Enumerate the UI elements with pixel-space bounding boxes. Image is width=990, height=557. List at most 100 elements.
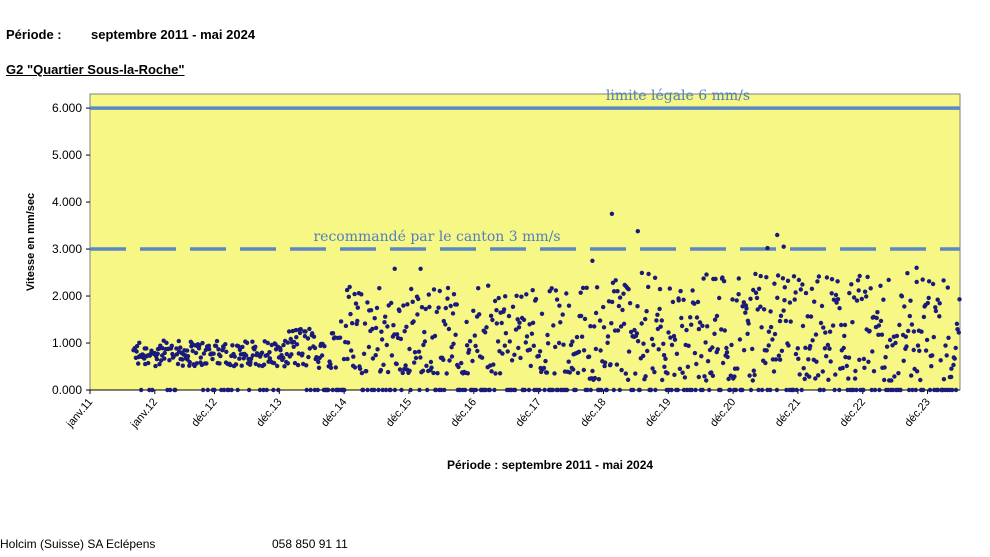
data-point: [590, 258, 595, 263]
data-point: [545, 332, 550, 338]
data-point: [812, 299, 817, 304]
data-point: [620, 307, 625, 313]
data-point: [206, 343, 212, 348]
data-point: [594, 285, 600, 290]
data-point: [878, 283, 883, 288]
data-point: [919, 329, 924, 334]
data-point: [521, 317, 527, 322]
data-point: [902, 304, 907, 309]
data-point: [660, 377, 665, 383]
data-point: [911, 329, 917, 334]
data-point: [267, 356, 273, 361]
data-point: [495, 339, 501, 344]
data-point: [244, 340, 250, 345]
data-point: [364, 369, 369, 374]
data-point: [605, 340, 610, 345]
data-point: [265, 340, 270, 346]
data-point: [528, 363, 533, 369]
data-point: [502, 343, 507, 348]
data-point: [953, 387, 959, 393]
data-point: [418, 355, 423, 360]
data-point: [674, 351, 680, 356]
data-point: [303, 329, 308, 334]
data-point: [473, 343, 478, 349]
data-point: [557, 303, 562, 308]
data-point: [250, 353, 255, 358]
data-point: [467, 339, 473, 344]
data-point: [229, 387, 234, 393]
data-point: [686, 343, 691, 348]
data-point: [384, 342, 389, 348]
data-point: [941, 278, 946, 283]
data-point: [173, 387, 178, 393]
data-point: [946, 335, 951, 340]
data-point: [857, 357, 862, 362]
data-point: [921, 387, 926, 393]
data-point: [472, 333, 477, 338]
data-point: [681, 297, 686, 302]
data-point: [926, 295, 931, 301]
data-point: [896, 371, 901, 376]
data-point: [405, 302, 410, 307]
data-point: [487, 387, 492, 393]
data-point: [211, 351, 216, 356]
data-point: [825, 342, 831, 348]
data-point: [827, 329, 833, 334]
data-point: [377, 286, 382, 291]
reference-line-label: recommandé par le canton 3 mm/s: [313, 229, 560, 245]
data-point: [350, 321, 355, 326]
data-point: [791, 274, 797, 279]
data-point: [780, 276, 786, 281]
data-point: [736, 292, 741, 297]
data-point: [702, 374, 707, 379]
data-point: [359, 370, 365, 376]
data-point: [905, 271, 910, 276]
data-point: [663, 356, 668, 361]
data-point: [221, 345, 226, 350]
x-tick-label: déc.19: [643, 396, 673, 429]
data-point: [443, 305, 448, 311]
data-point: [735, 366, 740, 371]
data-point: [892, 374, 897, 379]
data-point: [400, 370, 405, 376]
x-tick-label: déc.23: [902, 396, 932, 429]
data-point: [643, 316, 648, 322]
data-point: [585, 387, 590, 393]
data-point: [137, 340, 142, 345]
data-point: [517, 320, 522, 325]
data-point: [464, 343, 470, 348]
data-point: [669, 387, 674, 393]
data-point: [449, 354, 455, 359]
data-point: [701, 276, 706, 281]
data-point: [221, 387, 227, 393]
data-point: [176, 338, 181, 344]
data-point: [803, 290, 809, 296]
data-point: [821, 325, 826, 330]
data-point: [271, 387, 276, 393]
data-point: [167, 358, 172, 363]
data-point: [791, 387, 796, 393]
data-point: [200, 340, 205, 346]
data-point: [750, 346, 755, 352]
y-tick-label: 6.000: [52, 101, 82, 115]
data-point: [150, 387, 155, 393]
data-point: [878, 318, 884, 324]
data-point: [835, 297, 841, 302]
data-point: [672, 372, 677, 377]
data-point: [830, 323, 836, 328]
data-point: [602, 363, 607, 369]
data-point: [194, 361, 199, 366]
data-point: [729, 342, 734, 348]
data-point: [884, 344, 890, 349]
data-point: [537, 387, 542, 393]
data-point: [633, 371, 638, 376]
data-point: [253, 361, 258, 367]
data-point: [692, 301, 697, 306]
data-point: [639, 270, 645, 276]
data-point: [246, 387, 252, 393]
data-point: [449, 345, 454, 350]
data-point: [822, 346, 828, 351]
data-point: [319, 353, 325, 358]
data-point: [810, 338, 815, 343]
data-point: [412, 360, 417, 365]
